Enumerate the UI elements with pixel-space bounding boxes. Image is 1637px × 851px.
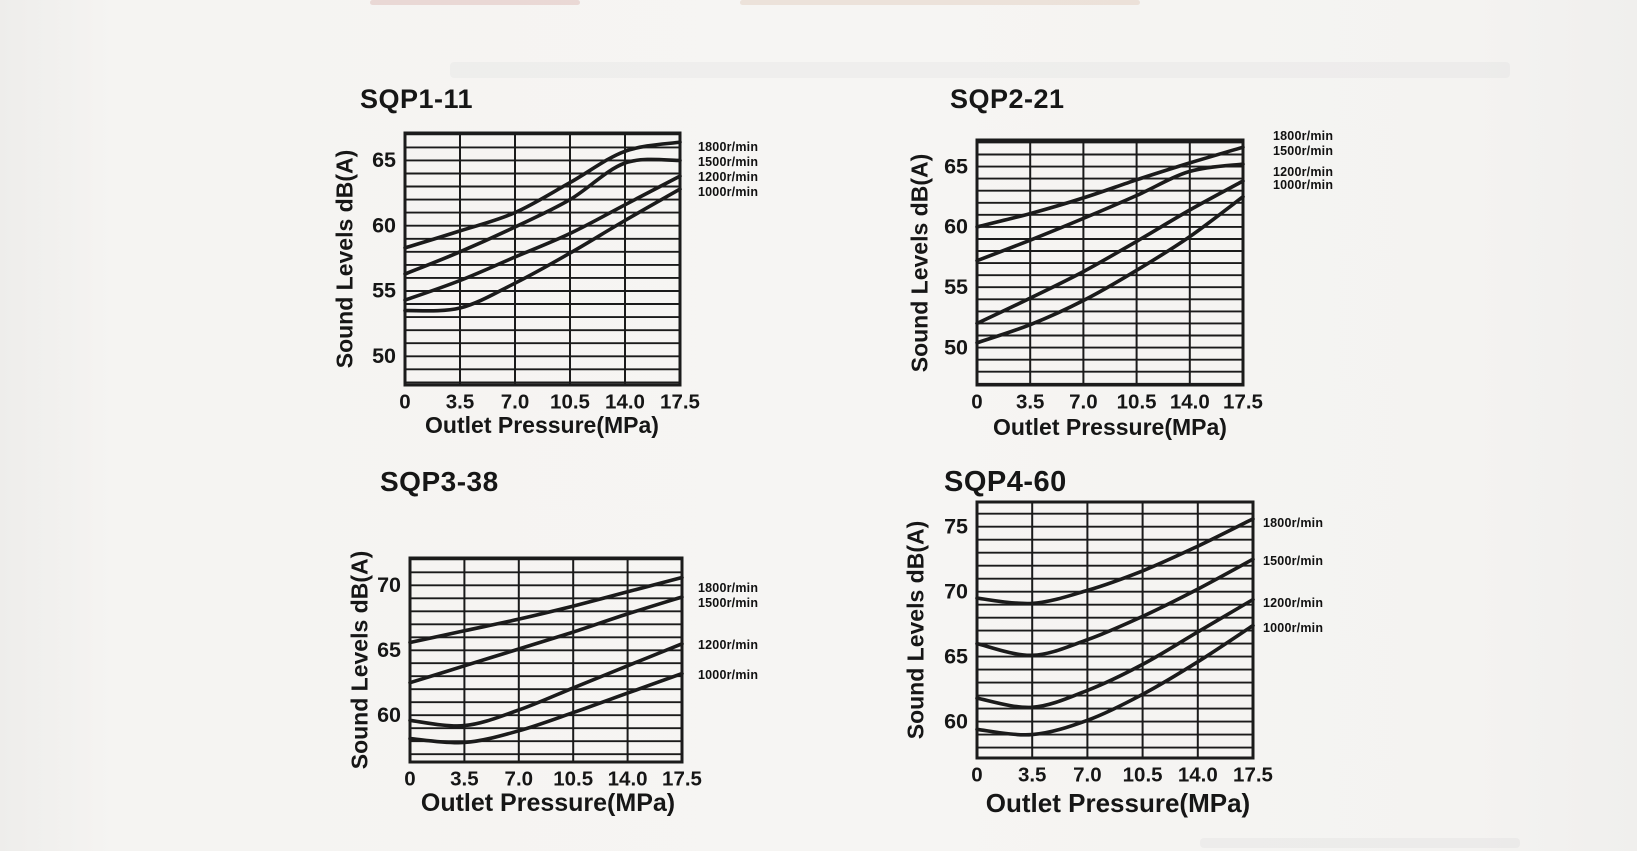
series-curve-1500r/min bbox=[408, 595, 684, 685]
y-tick-label: 65 bbox=[372, 148, 396, 172]
x-tick-label: 17.5 bbox=[660, 390, 700, 413]
series-curve-1000r/min bbox=[403, 187, 682, 313]
series-curve-1200r/min bbox=[975, 179, 1245, 326]
legend-label: 1500r/min bbox=[698, 596, 759, 610]
y-tick-label: 55 bbox=[944, 275, 968, 299]
legend-label: 1800r/min bbox=[698, 581, 759, 595]
legend-label: 1500r/min bbox=[1273, 144, 1334, 158]
series-curve-1000r/min bbox=[975, 194, 1245, 345]
y-tick-label: 60 bbox=[944, 709, 968, 733]
x-tick-label: 3.5 bbox=[1016, 390, 1044, 413]
x-tick-label: 14.0 bbox=[1170, 390, 1210, 413]
legend-label: 1200r/min bbox=[1263, 596, 1324, 610]
x-tick-label: 7.0 bbox=[1073, 763, 1102, 786]
plot-area: 50 55 60 65 0 3.5 7.0 10.5 14.0 17.5 bbox=[372, 131, 700, 413]
y-tick-label: 65 bbox=[944, 154, 968, 178]
series-curve-1200r/min bbox=[975, 597, 1255, 710]
legend-label: 1800r/min bbox=[698, 140, 759, 154]
x-tick-label: 14.0 bbox=[1178, 763, 1218, 786]
y-tick-label: 50 bbox=[372, 344, 396, 368]
series-curve-1200r/min bbox=[403, 174, 682, 302]
plot-area: 50 55 60 65 0 3.5 7.0 10.5 14.0 17.5 bbox=[944, 138, 1263, 413]
legend-label: 1200r/min bbox=[698, 170, 759, 184]
legend-label: 1500r/min bbox=[698, 155, 759, 169]
x-tick-label: 10.5 bbox=[1117, 390, 1157, 413]
x-axis-label: Outlet Pressure(MPa) bbox=[993, 414, 1227, 440]
x-tick-label: 14.0 bbox=[605, 390, 645, 413]
legend-label: 1000r/min bbox=[1263, 621, 1324, 635]
x-axis-label: Outlet Pressure(MPa) bbox=[420, 789, 676, 817]
chart-title: SQP1-11 bbox=[360, 84, 474, 114]
series-curve-1800r/min bbox=[408, 575, 684, 645]
series-curve-1500r/min bbox=[975, 162, 1245, 263]
x-tick-label: 7.0 bbox=[505, 767, 534, 790]
x-tick-label: 0 bbox=[399, 390, 410, 413]
x-tick-label: 17.5 bbox=[662, 767, 702, 790]
x-tick-label: 10.5 bbox=[550, 390, 590, 413]
legend-label: 1800r/min bbox=[1273, 129, 1334, 143]
plot-border bbox=[975, 138, 1245, 387]
x-tick-label: 0 bbox=[971, 763, 982, 786]
series-curve-1200r/min bbox=[408, 642, 684, 728]
x-axis-label: Outlet Pressure(MPa) bbox=[985, 788, 1251, 818]
x-tick-label: 14.0 bbox=[608, 767, 648, 790]
y-tick-label: 75 bbox=[944, 514, 968, 538]
series-curve-1000r/min bbox=[408, 671, 684, 745]
legend-label: 1200r/min bbox=[698, 638, 759, 652]
x-tick-label: 10.5 bbox=[1123, 763, 1163, 786]
x-tick-label: 17.5 bbox=[1223, 390, 1263, 413]
x-tick-label: 3.5 bbox=[1018, 763, 1046, 786]
chart-title: SQP4-60 bbox=[944, 466, 1067, 498]
legend-label: 1800r/min bbox=[1263, 516, 1324, 530]
x-tick-label: 17.5 bbox=[1233, 763, 1273, 786]
y-tick-label: 70 bbox=[944, 579, 968, 603]
y-tick-label: 55 bbox=[372, 279, 396, 303]
x-tick-label: 0 bbox=[404, 767, 415, 790]
y-tick-label: 60 bbox=[944, 215, 968, 239]
series-curve-1800r/min bbox=[403, 140, 682, 250]
series-curve-1500r/min bbox=[975, 557, 1255, 658]
x-tick-label: 0 bbox=[971, 390, 982, 413]
legend-label: 1000r/min bbox=[698, 668, 759, 682]
chart-title: SQP2-21 bbox=[950, 84, 1065, 114]
x-tick-label: 10.5 bbox=[553, 767, 593, 790]
x-axis-label: Outlet Pressure(MPa) bbox=[425, 412, 659, 438]
plot-area: 60 65 70 75 0 3.5 7.0 10.5 14.0 17.5 bbox=[944, 500, 1273, 786]
legend-label: 1500r/min bbox=[1263, 554, 1324, 568]
x-tick-label: 7.0 bbox=[501, 390, 530, 413]
x-tick-label: 7.0 bbox=[1069, 390, 1098, 413]
y-tick-label: 60 bbox=[372, 213, 396, 237]
grid-lines bbox=[976, 140, 1244, 385]
x-tick-label: 3.5 bbox=[446, 390, 475, 413]
legend-label: 1200r/min bbox=[1273, 165, 1334, 179]
series-curve-1800r/min bbox=[975, 145, 1245, 229]
plot-border bbox=[408, 556, 684, 764]
y-tick-label: 65 bbox=[377, 638, 401, 662]
series-curve-1800r/min bbox=[975, 517, 1255, 606]
y-tick-label: 65 bbox=[944, 644, 968, 668]
plot-area: 60 65 70 0 3.5 7.0 10.5 14.0 17.5 bbox=[377, 556, 702, 790]
y-tick-label: 50 bbox=[944, 335, 968, 359]
y-tick-label: 60 bbox=[377, 703, 401, 727]
y-tick-label: 70 bbox=[377, 573, 401, 597]
series-curve-1500r/min bbox=[403, 157, 682, 276]
plot-border bbox=[975, 500, 1255, 760]
legend-label: 1000r/min bbox=[698, 185, 759, 199]
x-tick-label: 3.5 bbox=[450, 767, 479, 790]
legend-label: 1000r/min bbox=[1273, 178, 1334, 192]
series-curve-1000r/min bbox=[975, 623, 1255, 737]
chart-title: SQP3-38 bbox=[380, 466, 499, 497]
plot-border bbox=[403, 131, 682, 387]
